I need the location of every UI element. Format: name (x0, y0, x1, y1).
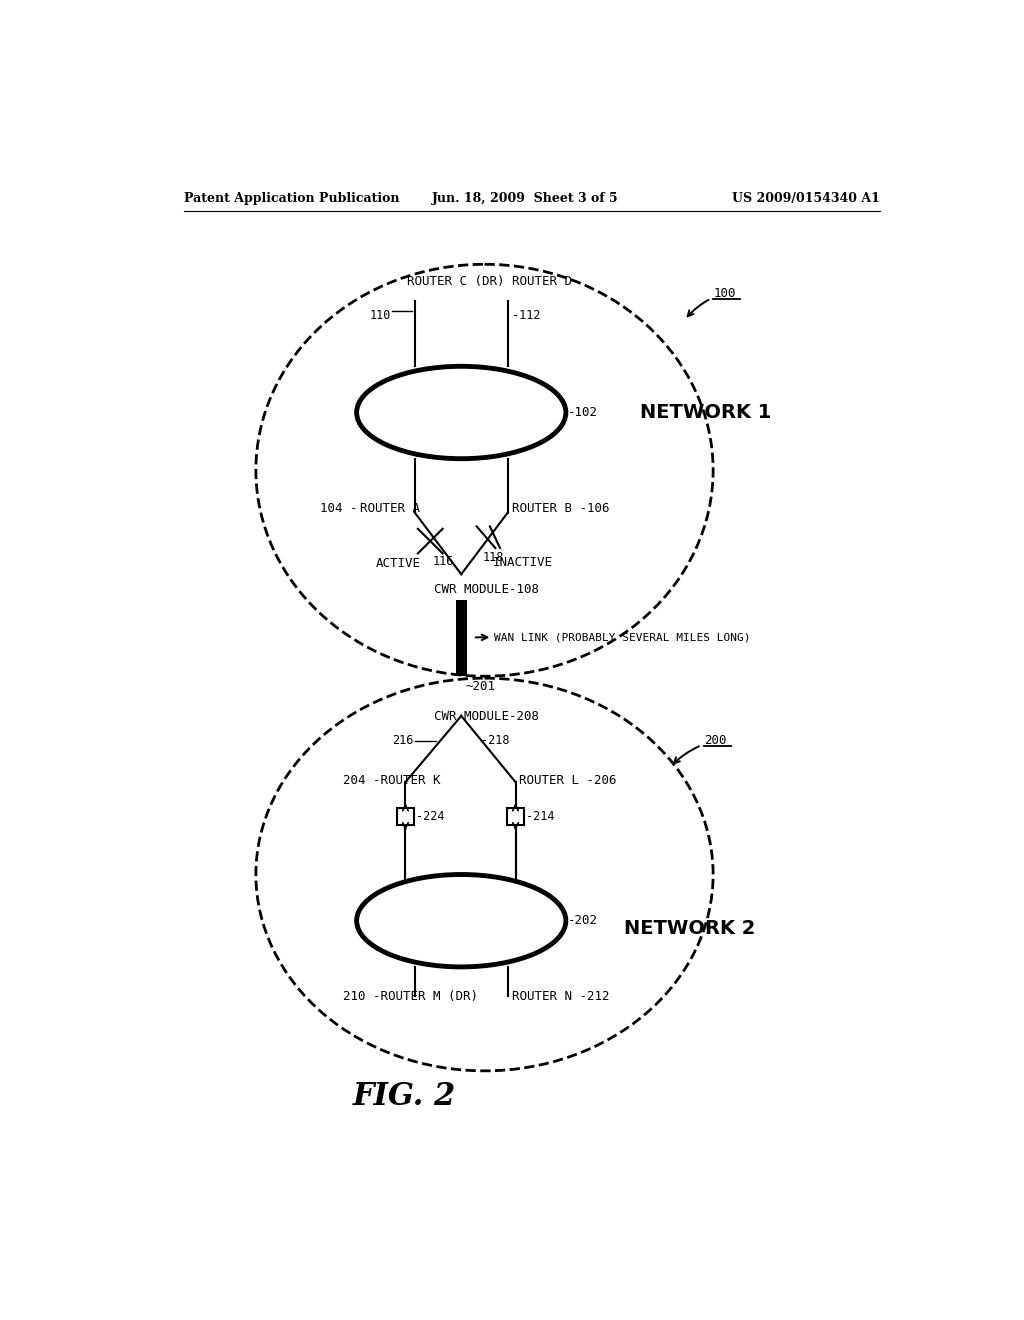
Text: CWR MODULE-108: CWR MODULE-108 (434, 583, 539, 597)
Text: US 2009/0154340 A1: US 2009/0154340 A1 (732, 191, 880, 205)
Text: ~201: ~201 (465, 680, 496, 693)
Text: -102: -102 (568, 407, 598, 418)
Text: -202: -202 (568, 915, 598, 927)
Text: NETWORK 1: NETWORK 1 (640, 403, 771, 422)
Text: -112: -112 (512, 309, 540, 322)
Text: ROUTER D: ROUTER D (512, 275, 571, 288)
Text: 116: 116 (432, 554, 454, 568)
Text: 110: 110 (370, 309, 391, 322)
Text: ROUTER N -212: ROUTER N -212 (512, 990, 610, 1003)
Text: Jun. 18, 2009  Sheet 3 of 5: Jun. 18, 2009 Sheet 3 of 5 (431, 191, 618, 205)
Text: WAN LINK (PROBABLY SEVERAL MILES LONG): WAN LINK (PROBABLY SEVERAL MILES LONG) (494, 632, 751, 643)
Text: 118: 118 (482, 552, 504, 564)
Text: ROUTER A: ROUTER A (359, 502, 420, 515)
Text: 204 -ROUTER K: 204 -ROUTER K (343, 774, 441, 787)
Text: FIG. 2: FIG. 2 (352, 1081, 456, 1111)
Text: 104 -: 104 - (319, 502, 357, 515)
Text: ROUTER L -206: ROUTER L -206 (518, 774, 616, 787)
Text: BROADCAST LAN: BROADCAST LAN (407, 913, 516, 928)
Ellipse shape (356, 875, 566, 968)
Text: 200: 200 (703, 734, 726, 747)
Bar (507, 808, 524, 825)
Text: Patent Application Publication: Patent Application Publication (183, 191, 399, 205)
Text: ACTIVE: ACTIVE (376, 557, 421, 570)
Text: CWR MODULE-208: CWR MODULE-208 (434, 710, 539, 723)
Ellipse shape (356, 366, 566, 459)
Text: ROUTER C (DR): ROUTER C (DR) (407, 275, 505, 288)
Bar (456, 599, 467, 676)
Text: -218: -218 (480, 734, 509, 747)
Text: ROUTER B -106: ROUTER B -106 (512, 502, 610, 515)
Text: -214: -214 (526, 810, 555, 824)
Text: 210 -ROUTER M (DR): 210 -ROUTER M (DR) (343, 990, 478, 1003)
Text: -224: -224 (417, 810, 444, 824)
Text: INACTIVE: INACTIVE (493, 556, 552, 569)
Text: NETWORK 2: NETWORK 2 (624, 919, 756, 939)
Bar (397, 808, 414, 825)
Text: 216: 216 (392, 734, 414, 747)
Text: BROADCAST LAN: BROADCAST LAN (407, 405, 516, 420)
Text: 100: 100 (713, 288, 735, 301)
